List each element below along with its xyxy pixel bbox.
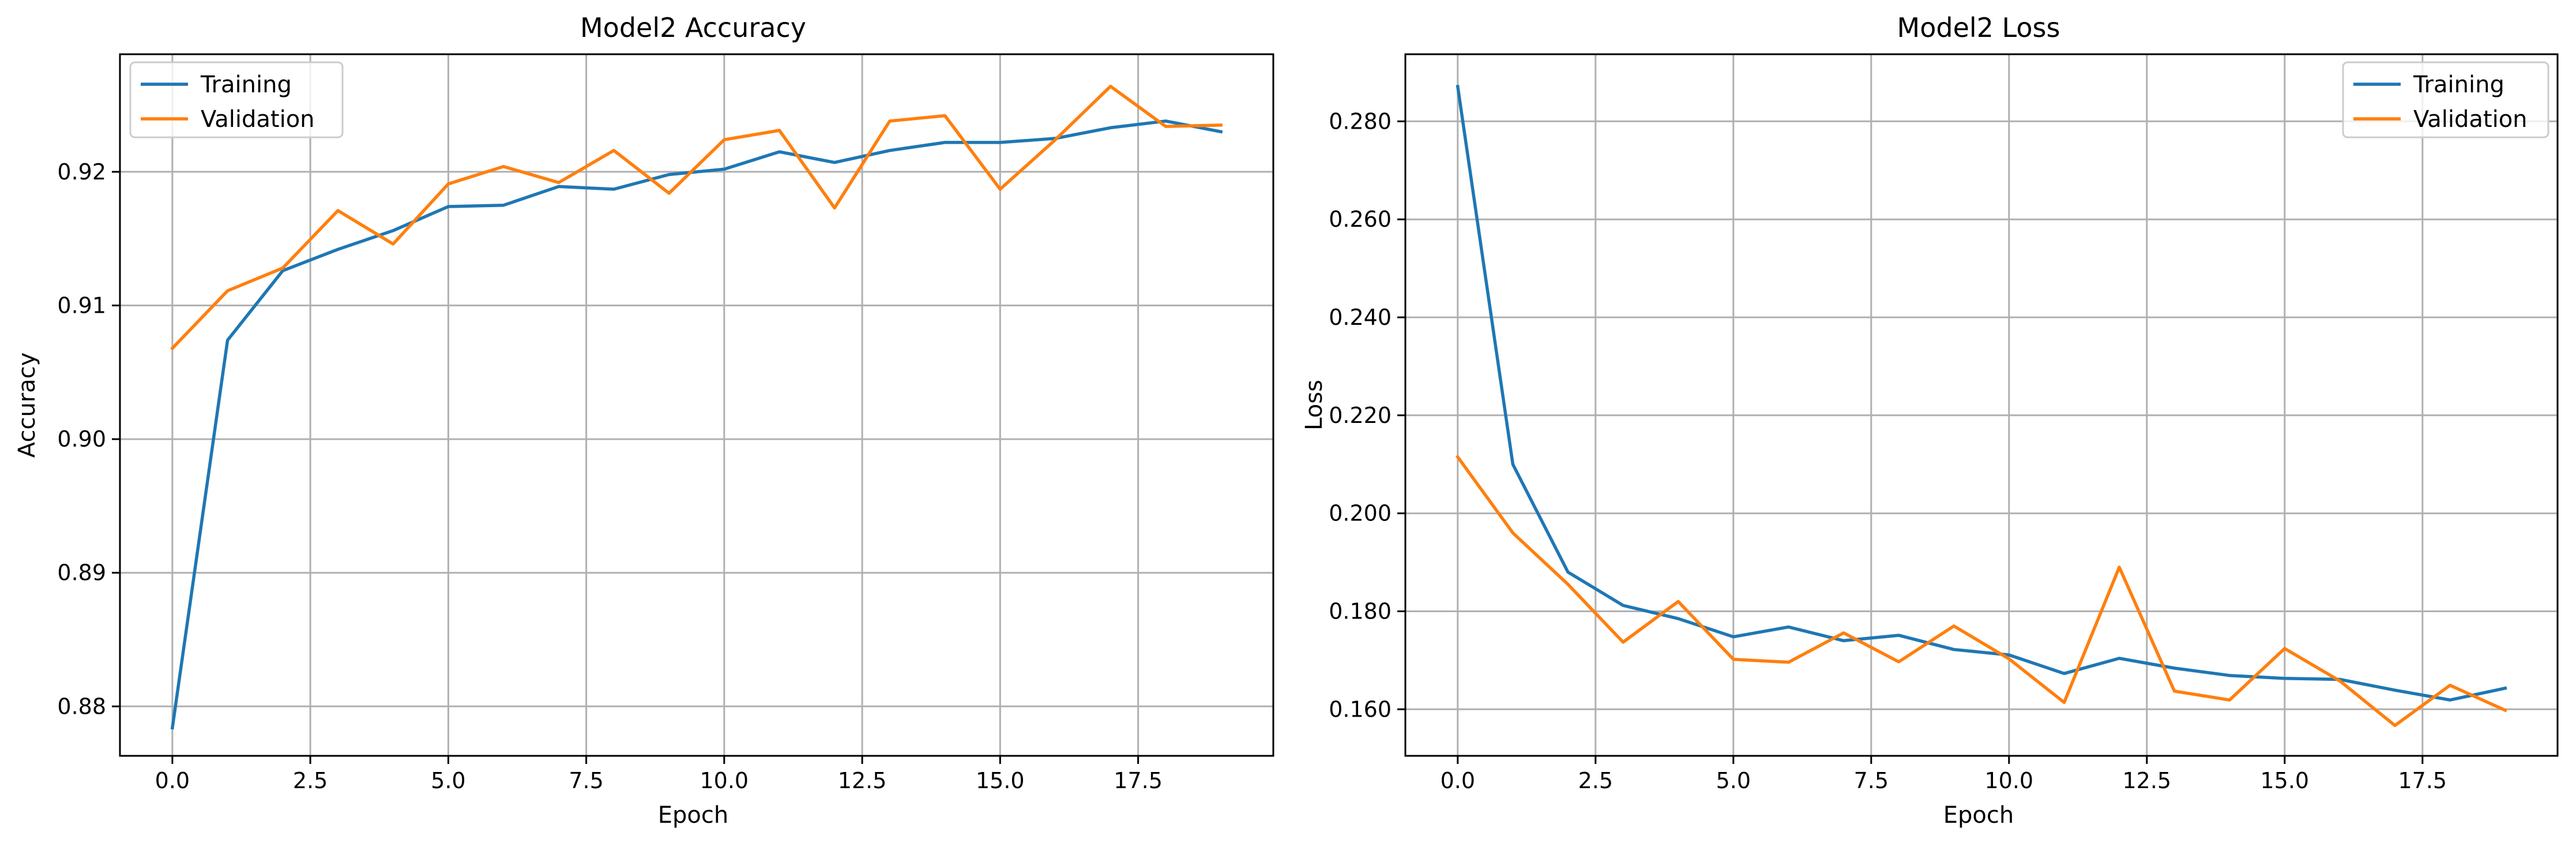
accuracy-x-tick-label: 0.0 [155,768,190,793]
accuracy-x-tick-label: 10.0 [700,768,749,793]
loss-chart: Model2 Loss Epoch Loss 0.0 2.5 5.0 7.5 10.0 1… [1301,12,2559,829]
loss-x-axis-label: Epoch [1943,802,2014,829]
loss-y-tick-label: 0.200 [1329,501,1392,526]
loss-y-tick-label: 0.160 [1329,696,1392,722]
loss-series-training-line [1456,84,2507,702]
loss-x-tick-label: 17.5 [2398,768,2447,793]
loss-x-tick-label: 15.0 [2260,768,2309,793]
loss-grid [1405,54,2558,756]
accuracy-legend-label-validation: Validation [201,106,315,133]
loss-x-tick-label: 12.5 [2122,768,2171,793]
loss-x-tick-label: 7.5 [1854,768,1889,793]
accuracy-y-tick-label: 0.88 [57,694,106,719]
accuracy-series-training-line [170,119,1223,730]
accuracy-y-tick-label: 0.91 [57,293,106,318]
accuracy-chart-title: Model2 Accuracy [580,12,806,43]
accuracy-grid [120,54,1273,756]
loss-y-tick-label: 0.260 [1329,207,1392,232]
accuracy-legend-label-training: Training [200,72,292,98]
accuracy-legend: Training Validation [129,61,344,138]
accuracy-x-axis-label: Epoch [658,802,728,829]
accuracy-y-axis-label: Accuracy [14,353,40,458]
accuracy-y-tick-label: 0.90 [57,426,106,452]
loss-x-tick-label: 10.0 [1984,768,2033,793]
accuracy-x-tick-label: 2.5 [293,768,328,793]
loss-axes-frame [1404,53,2559,757]
accuracy-x-tick-label: 5.0 [431,768,465,793]
loss-y-tick-label: 0.240 [1329,305,1392,330]
accuracy-x-tick-label: 15.0 [976,768,1025,793]
loss-y-tick-label: 0.180 [1329,599,1392,624]
accuracy-x-tick-label: 7.5 [569,768,603,793]
accuracy-y-tick-label: 0.92 [57,159,106,185]
loss-legend-label-training: Training [2413,72,2504,98]
loss-y-tick-label: 0.280 [1329,108,1392,134]
loss-x-tick-label: 2.5 [1578,768,1613,793]
loss-chart-title: Model2 Loss [1897,12,2060,43]
accuracy-x-tick-label: 12.5 [838,768,887,793]
loss-y-tick-label: 0.220 [1329,403,1392,428]
loss-y-axis-label: Loss [1301,380,1328,430]
loss-x-tick-label: 5.0 [1716,768,1751,793]
loss-legend-label-validation: Validation [2413,106,2528,133]
accuracy-y-tick-label: 0.89 [57,560,106,586]
accuracy-axes-frame [119,53,1274,757]
loss-x-tick-label: 0.0 [1441,768,1475,793]
accuracy-x-tick-label: 17.5 [1114,768,1163,793]
accuracy-chart: Model2 Accuracy Epoch Accuracy 0.0 2.5 5.0… [14,12,1274,829]
accuracy-series-validation-line [170,84,1223,351]
loss-series-validation-line [1455,455,2507,728]
loss-legend: Training Validation [2342,61,2549,138]
